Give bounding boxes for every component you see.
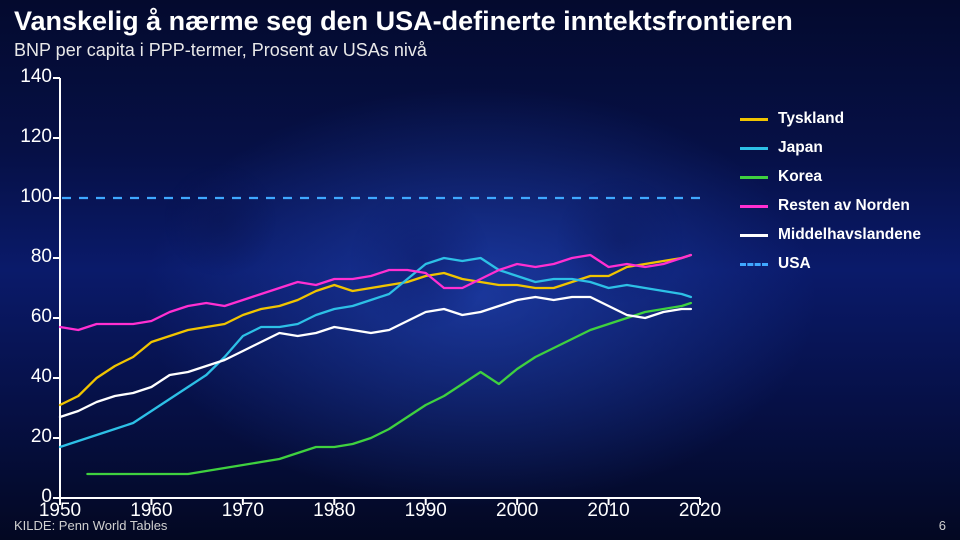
y-tick-label: 20 (2, 426, 52, 448)
legend-label: Middelhavslandene (778, 226, 921, 244)
legend-swatch (740, 263, 768, 266)
legend-item: Tyskland (740, 110, 921, 128)
x-tick-label: 1990 (405, 500, 447, 522)
x-tick-label: 2020 (679, 500, 721, 522)
legend-label: Resten av Norden (778, 197, 910, 215)
y-tick-label: 100 (2, 186, 52, 208)
legend-swatch (740, 118, 768, 121)
legend-swatch (740, 147, 768, 150)
x-tick-label: 2000 (496, 500, 538, 522)
legend-item: Japan (740, 139, 921, 157)
y-tick-label: 40 (2, 366, 52, 388)
legend: Tyskland Japan Korea Resten av Norden Middel… (740, 110, 921, 284)
source-text: KILDE: Penn World Tables (14, 518, 167, 533)
y-tick-label: 140 (2, 66, 52, 88)
legend-item: Resten av Norden (740, 197, 921, 215)
y-tick-label: 120 (2, 126, 52, 148)
legend-label: Japan (778, 139, 823, 157)
legend-label: Korea (778, 168, 822, 186)
x-tick-label: 1970 (222, 500, 264, 522)
page-number: 6 (939, 518, 946, 533)
legend-item: USA (740, 255, 921, 273)
x-tick-label: 1980 (313, 500, 355, 522)
legend-label: USA (778, 255, 811, 273)
legend-item: Korea (740, 168, 921, 186)
y-tick-label: 60 (2, 306, 52, 328)
legend-swatch (740, 205, 768, 208)
legend-swatch (740, 176, 768, 179)
legend-swatch (740, 234, 768, 237)
x-tick-label: 2010 (587, 500, 629, 522)
y-tick-label: 80 (2, 246, 52, 268)
legend-item: Middelhavslandene (740, 226, 921, 244)
legend-label: Tyskland (778, 110, 844, 128)
